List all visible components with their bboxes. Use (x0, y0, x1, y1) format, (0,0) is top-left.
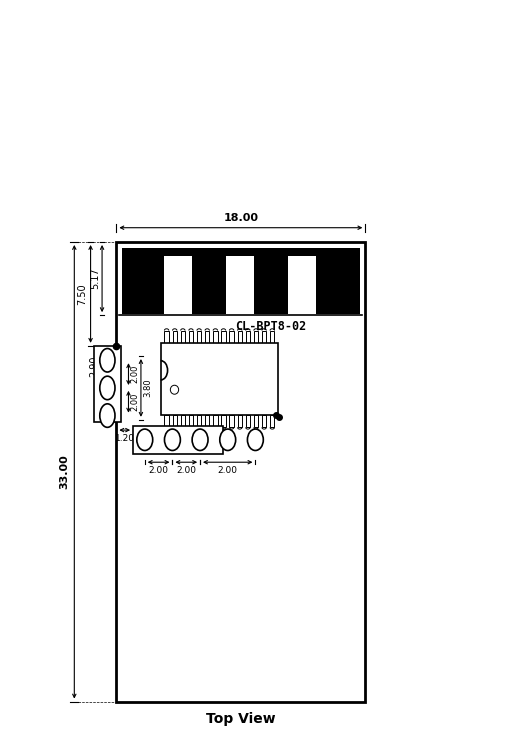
Text: Top View: Top View (206, 712, 276, 726)
Bar (161, 343, 278, 415)
Text: CL-BPT8-02: CL-BPT8-02 (235, 320, 306, 333)
Ellipse shape (248, 429, 263, 451)
Text: 2.00: 2.00 (176, 466, 196, 475)
Bar (262, 331, 266, 343)
Ellipse shape (100, 404, 115, 427)
Bar (254, 415, 258, 427)
Text: 2.00: 2.00 (131, 393, 139, 411)
Text: 7.50: 7.50 (77, 283, 87, 305)
Ellipse shape (164, 429, 180, 451)
Bar (270, 415, 275, 427)
Text: 18.00: 18.00 (224, 213, 258, 224)
Bar (222, 415, 226, 427)
Bar (288, 256, 316, 314)
Bar (238, 331, 242, 343)
Bar (197, 331, 201, 343)
Bar (173, 331, 177, 343)
Ellipse shape (100, 376, 115, 399)
Bar (116, 242, 365, 701)
Bar (245, 415, 250, 427)
Bar (197, 415, 201, 427)
Text: 1.20: 1.20 (115, 435, 135, 443)
Ellipse shape (100, 348, 115, 372)
Bar (189, 331, 193, 343)
Bar (238, 415, 242, 427)
Text: 3.80: 3.80 (143, 379, 152, 397)
Bar (122, 248, 359, 314)
Bar (189, 415, 193, 427)
Text: 2.00: 2.00 (218, 466, 238, 475)
Bar (205, 331, 210, 343)
Bar (213, 415, 217, 427)
Bar (94, 346, 121, 421)
Bar (245, 331, 250, 343)
Bar (270, 331, 275, 343)
Bar (229, 415, 234, 427)
Bar (173, 415, 177, 427)
Ellipse shape (192, 429, 208, 451)
Text: 2.00: 2.00 (149, 466, 168, 475)
Ellipse shape (171, 386, 179, 394)
Bar (213, 331, 217, 343)
Ellipse shape (137, 429, 153, 451)
Bar (180, 331, 185, 343)
Bar (254, 331, 258, 343)
Bar (164, 331, 169, 343)
Bar (133, 426, 223, 454)
Bar (226, 256, 254, 314)
Bar (205, 415, 210, 427)
Text: 5.17: 5.17 (90, 268, 100, 290)
Text: 2.00: 2.00 (131, 365, 139, 383)
Bar (229, 331, 234, 343)
Bar (222, 331, 226, 343)
Bar (180, 415, 185, 427)
Bar (262, 415, 266, 427)
Bar (164, 256, 192, 314)
Text: 33.00: 33.00 (59, 454, 70, 489)
Ellipse shape (220, 429, 236, 451)
Text: 2.90: 2.90 (89, 355, 99, 377)
Bar (164, 415, 169, 427)
